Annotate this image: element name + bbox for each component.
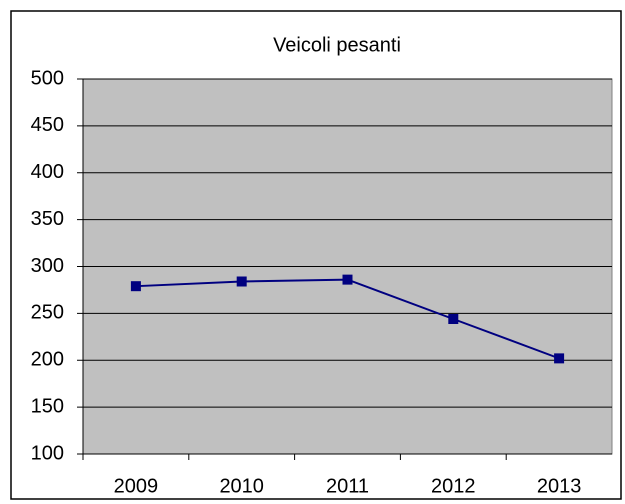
y-tick-label: 350 — [31, 208, 64, 230]
x-tick-label: 2010 — [219, 475, 264, 497]
chart-title: Veicoli pesanti — [273, 34, 401, 56]
y-tick-label: 150 — [31, 395, 64, 417]
y-tick-label: 500 — [31, 67, 64, 89]
marker — [130, 281, 141, 292]
marker — [554, 353, 565, 364]
marker — [448, 314, 459, 324]
y-tick-label: 200 — [31, 349, 64, 371]
marker — [236, 276, 247, 287]
y-tick-label: 250 — [31, 302, 64, 324]
y-tick-label: 300 — [31, 255, 64, 277]
x-tick-label: 2012 — [431, 475, 476, 497]
y-tick-label: 400 — [31, 161, 64, 183]
x-tick-label: 2013 — [537, 475, 582, 497]
x-tick-label: 2009 — [114, 475, 159, 497]
y-tick-label: 100 — [31, 442, 64, 464]
y-tick-label: 450 — [31, 114, 64, 136]
x-tick-label: 2011 — [326, 475, 369, 497]
marker — [342, 274, 353, 285]
